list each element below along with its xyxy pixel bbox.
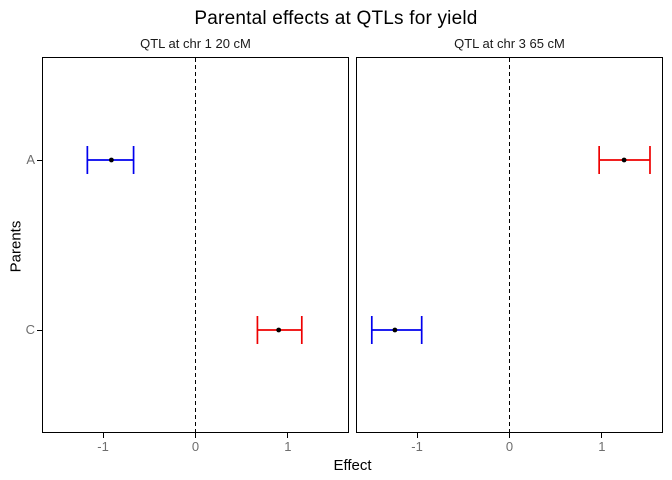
- x-tick-label: 0: [505, 439, 514, 454]
- y-axis-label: Parents: [7, 220, 25, 273]
- y-tick-mark: [37, 329, 42, 331]
- y-tick-mark: [37, 159, 42, 161]
- panel-qtl2: [356, 57, 663, 433]
- effect-point: [392, 327, 398, 333]
- x-axis-label: Effect: [333, 457, 372, 474]
- errorbar-qtl-at-chr-1-20-cm-parent-C: [256, 316, 303, 344]
- effect-point: [108, 157, 114, 163]
- chart-title: Parental effects at QTLs for yield: [194, 8, 478, 29]
- effect-point: [276, 327, 282, 333]
- errorbar-qtl-at-chr-1-20-cm-parent-A: [86, 146, 135, 174]
- x-tick-label: 1: [284, 439, 292, 454]
- x-tick-mark: [102, 433, 104, 438]
- panel-canvas-0: [86, 58, 303, 432]
- facet-strip-qtl2: QTL at chr 3 65 cM: [454, 36, 565, 51]
- x-tick-mark: [416, 433, 418, 438]
- x-tick-mark: [287, 433, 289, 438]
- facet-strip-qtl1: QTL at chr 1 20 cM: [140, 36, 251, 51]
- y-tick-label-A: A: [26, 152, 35, 167]
- x-tick-mark: [601, 433, 603, 438]
- panel-canvas-1: [370, 58, 651, 432]
- x-tick-mark: [509, 433, 510, 438]
- effect-point: [621, 157, 627, 163]
- x-tick-label: 1: [598, 439, 606, 454]
- x-tick-label: 0: [191, 439, 200, 454]
- y-tick-label-C: C: [25, 322, 35, 337]
- errorbar-qtl-at-chr-3-65-cm-parent-C: [370, 316, 423, 344]
- errorbar-qtl-at-chr-3-65-cm-parent-A: [598, 146, 651, 174]
- x-tick-label: -1: [411, 439, 423, 454]
- x-tick-mark: [195, 433, 196, 438]
- x-tick-label: -1: [97, 439, 109, 454]
- panel-qtl1: [42, 57, 349, 433]
